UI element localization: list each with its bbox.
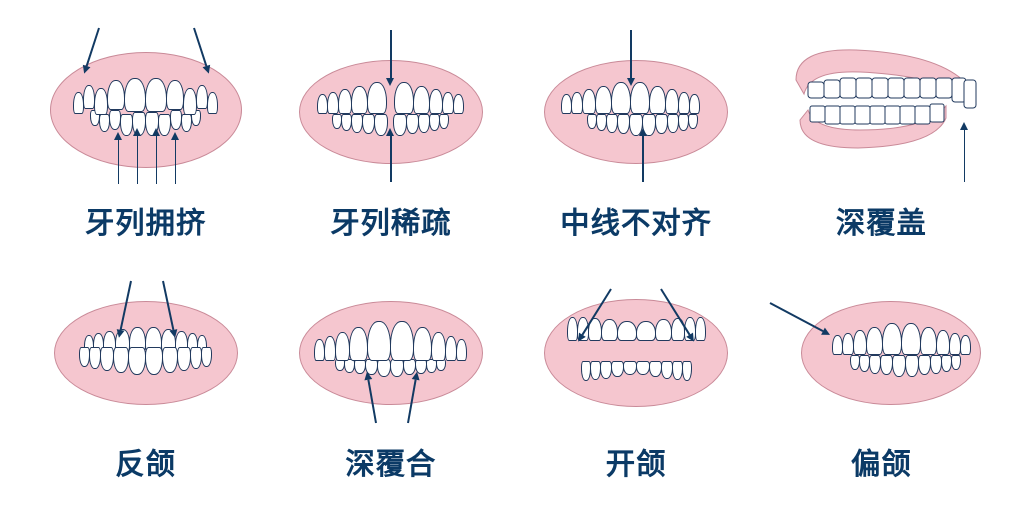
label-midline: 中线不对齐 bbox=[560, 200, 712, 242]
cell-openbite: 开颌 bbox=[519, 260, 754, 484]
illus-openbite bbox=[531, 273, 741, 423]
illus-underbite bbox=[41, 273, 251, 423]
illus-deepbite bbox=[286, 273, 496, 423]
illus-midline bbox=[531, 32, 741, 182]
cell-spacing: 牙列稀疏 bbox=[273, 18, 508, 242]
label-underbite: 反颌 bbox=[115, 441, 176, 483]
label-crowding: 牙列拥挤 bbox=[85, 200, 206, 242]
cell-deepbite: 深覆合 bbox=[273, 260, 508, 484]
cell-midline: 中线不对齐 bbox=[519, 18, 754, 242]
cell-underbite: 反颌 bbox=[28, 260, 263, 484]
label-deepbite: 深覆合 bbox=[345, 441, 436, 483]
illus-overjet bbox=[776, 32, 986, 182]
malocclusion-grid: 牙列拥挤 牙列稀疏 中线不对齐 深覆盖 反颌 深覆合 开颌 偏颌 bbox=[0, 0, 1027, 507]
cell-crossbite: 偏颌 bbox=[764, 260, 999, 484]
label-crossbite: 偏颌 bbox=[851, 441, 912, 483]
cell-crowding: 牙列拥挤 bbox=[28, 18, 263, 242]
illus-crossbite bbox=[776, 273, 986, 423]
illus-crowding bbox=[41, 32, 251, 182]
label-openbite: 开颌 bbox=[606, 441, 667, 483]
illus-spacing bbox=[286, 32, 496, 182]
cell-overjet: 深覆盖 bbox=[764, 18, 999, 242]
label-spacing: 牙列稀疏 bbox=[330, 200, 451, 242]
label-overjet: 深覆盖 bbox=[836, 200, 927, 242]
